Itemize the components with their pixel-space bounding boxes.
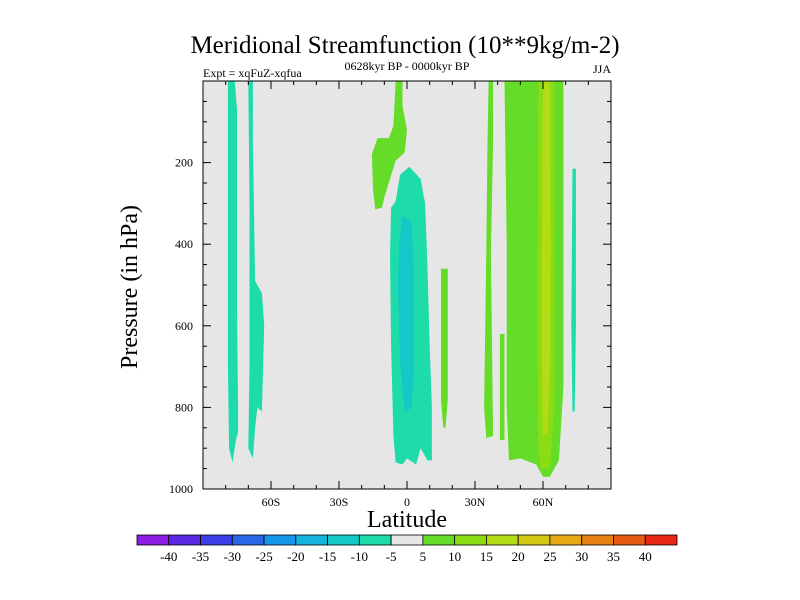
colorbar-label: 5 xyxy=(420,549,427,564)
x-tick-label: 0 xyxy=(404,495,410,509)
colorbar-swatch xyxy=(168,534,201,546)
season-label: JJA xyxy=(593,62,611,76)
colorbar-swatch xyxy=(581,534,614,546)
x-tick-label: 30S xyxy=(330,495,349,509)
contour-region-nh-polar-negative-sliver xyxy=(571,168,576,412)
colorbar-swatch xyxy=(422,534,456,546)
colorbar-swatch xyxy=(517,534,551,546)
colorbar-label: 25 xyxy=(543,549,556,564)
colorbar-swatch xyxy=(454,534,487,546)
x-tick-label: 30N xyxy=(465,495,486,509)
colorbar-label: -20 xyxy=(287,549,304,564)
contour-region-nh-narrow-positive-2 xyxy=(499,334,505,440)
contour-region-nh-subtropical-strip xyxy=(441,268,448,428)
colorbar-swatch xyxy=(549,534,583,546)
x-tick-label: 60S xyxy=(262,495,281,509)
colorbar-label: -5 xyxy=(386,549,397,564)
y-tick-label: 1000 xyxy=(169,482,193,496)
experiment-label: Expt = xqFuZ-xqfua xyxy=(203,66,302,80)
colorbar-swatch xyxy=(295,534,328,546)
colorbar-swatch xyxy=(136,534,170,546)
colorbar-swatch xyxy=(390,534,424,546)
y-tick-label: 600 xyxy=(175,319,193,333)
colorbar-swatch xyxy=(231,534,265,546)
y-tick-label: 400 xyxy=(175,237,193,251)
colorbar-label: -40 xyxy=(160,549,177,564)
colorbar-label: 20 xyxy=(512,549,525,564)
contour-region-sh-negative-band-2 xyxy=(248,81,265,459)
x-axis-label: Latitude xyxy=(367,507,447,533)
contour-region-tropical-core xyxy=(397,215,414,414)
colorbar-label: 15 xyxy=(480,549,493,564)
colorbar-swatch xyxy=(200,534,233,546)
colorbar-swatch xyxy=(263,534,297,546)
y-tick-label: 800 xyxy=(175,400,193,414)
contour-region-nh-positive-core xyxy=(541,81,551,436)
colorbar-label: -10 xyxy=(351,549,368,564)
contour-region-sh-positive-lobe xyxy=(371,81,407,210)
contour-region-sh-polar-negative-band xyxy=(227,81,239,463)
chart-title: Meridional Streamfunction (10**9kg/m-2) xyxy=(190,32,619,59)
colorbar-swatch xyxy=(486,534,519,546)
y-tick-label: 200 xyxy=(175,156,193,170)
y-axis-label: Pressure (in hPa) xyxy=(117,205,143,369)
colorbar: -40 -35 -30 -25 -20 -15 -10 -5 5 10 15 20 25 30 35 40 xyxy=(136,534,678,564)
colorbar-label: -35 xyxy=(192,549,209,564)
colorbar-swatch xyxy=(644,534,678,546)
colorbar-label: 30 xyxy=(575,549,588,564)
colorbar-swatch xyxy=(613,534,646,546)
colorbar-label: 40 xyxy=(639,549,652,564)
colorbar-label: -15 xyxy=(319,549,336,564)
colorbar-label: -30 xyxy=(224,549,241,564)
contour-region-nh-main-positive-cell xyxy=(504,81,564,477)
plot-area: 60S 30S 0 30N 60N 200 400 600 800 1000 xyxy=(169,80,612,509)
colorbar-swatch xyxy=(358,534,392,546)
contour-region-nh-narrow-positive-1 xyxy=(484,81,494,438)
x-tick-label: 60N xyxy=(533,495,554,509)
colorbar-swatch xyxy=(327,534,360,546)
colorbar-label: -25 xyxy=(255,549,272,564)
period-label: 0628kyr BP - 0000kyr BP xyxy=(345,59,470,73)
colorbar-label: 35 xyxy=(607,549,620,564)
colorbar-label: 10 xyxy=(448,549,461,564)
